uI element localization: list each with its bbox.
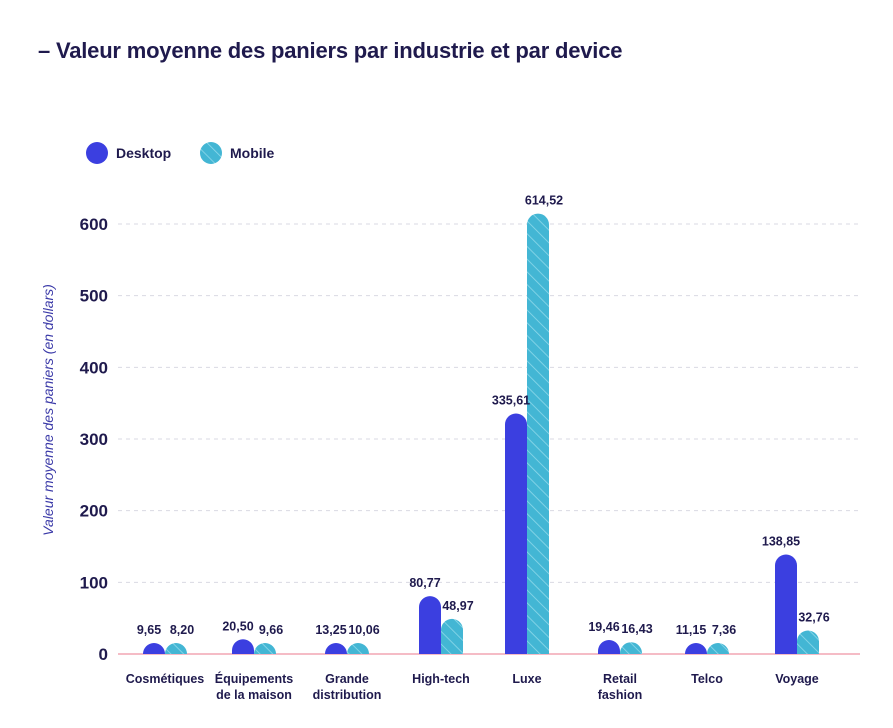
y-tick-label: 500 — [80, 287, 108, 306]
bar-desktop — [685, 643, 707, 654]
data-label-desktop: 80,77 — [409, 576, 440, 590]
legend-swatch-desktop — [86, 142, 108, 164]
bar-desktop — [419, 596, 441, 654]
bar-mobile — [254, 643, 276, 654]
legend-label-desktop: Desktop — [116, 145, 171, 161]
y-tick-label: 400 — [80, 358, 108, 377]
data-label-desktop: 19,46 — [588, 620, 619, 634]
bar-desktop — [775, 554, 797, 654]
data-label-desktop: 20,50 — [222, 619, 253, 633]
bar-mobile — [165, 643, 187, 654]
x-tick-label: Grande — [325, 672, 369, 686]
bar-desktop — [598, 640, 621, 654]
bar-mobile — [620, 642, 642, 654]
bar-desktop — [505, 413, 527, 654]
data-label-mobile: 48,97 — [442, 599, 473, 613]
x-tick-label: de la maison — [216, 688, 292, 702]
legend-label-mobile: Mobile — [230, 145, 275, 161]
y-tick-label: 200 — [80, 502, 108, 521]
data-label-desktop: 13,25 — [315, 623, 346, 637]
x-tick-label: Cosmétiques — [126, 672, 205, 686]
data-label-desktop: 11,15 — [676, 623, 707, 637]
data-label-mobile: 16,43 — [621, 622, 652, 636]
x-tick-label: Telco — [691, 672, 723, 686]
bar-mobile — [441, 618, 463, 654]
data-label-mobile: 614,52 — [525, 194, 563, 208]
x-tick-label: Retail — [603, 672, 637, 686]
y-tick-label: 300 — [80, 430, 108, 449]
bar-desktop — [325, 643, 347, 654]
y-tick-label: 0 — [99, 645, 108, 664]
bar-desktop — [232, 639, 254, 654]
data-label-desktop: 335,61 — [492, 393, 530, 407]
x-tick-label: Luxe — [512, 672, 541, 686]
data-label-mobile: 7,36 — [712, 623, 736, 637]
x-tick-label: Voyage — [775, 672, 819, 686]
bar-mobile — [527, 213, 549, 655]
chart-title: – Valeur moyenne des paniers par industr… — [38, 38, 623, 63]
data-label-mobile: 8,20 — [170, 623, 194, 637]
data-label-mobile: 10,06 — [348, 623, 379, 637]
legend-swatch-mobile — [200, 142, 222, 164]
data-label-desktop: 138,85 — [762, 534, 800, 548]
bar-mobile — [707, 643, 729, 654]
data-label-desktop: 9,65 — [137, 623, 161, 637]
y-tick-label: 100 — [80, 573, 108, 592]
y-tick-label: 600 — [80, 215, 108, 234]
x-tick-label: distribution — [313, 688, 382, 702]
x-tick-label: High-tech — [412, 672, 470, 686]
data-label-mobile: 32,76 — [798, 611, 829, 625]
y-axis-label: Valeur moyenne des paniers (en dollars) — [40, 284, 56, 536]
x-tick-label: Équipements — [215, 671, 294, 686]
bar-mobile — [797, 630, 819, 654]
x-tick-label: fashion — [598, 688, 642, 702]
data-label-mobile: 9,66 — [259, 623, 283, 637]
bar-desktop — [143, 643, 165, 654]
bar-mobile — [347, 643, 369, 654]
